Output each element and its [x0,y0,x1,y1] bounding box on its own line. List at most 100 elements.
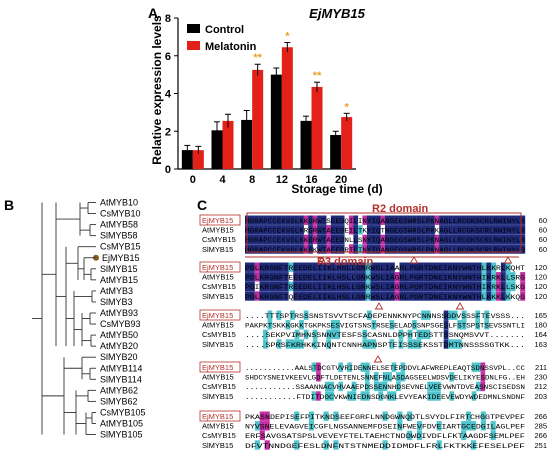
residue-cell [339,244,345,254]
residue-cell [421,234,426,245]
bar [270,74,282,169]
y-axis-label: Relative expression levels [150,15,164,165]
residue-cell [409,272,415,282]
residue-cell [298,281,304,292]
residue-cell [294,215,300,225]
residue-cell [269,262,275,272]
panel-label-b: B [4,197,14,213]
alignment-position: 212 [534,382,547,391]
residue-cell [259,421,265,431]
significance-label: ** [313,70,322,82]
residue-cell [433,291,439,301]
alignment-seq-name: CsMYB15 [202,282,236,291]
residue-cell [348,215,354,225]
residue-cell [470,244,476,254]
residue-cell [421,244,426,254]
alignment-position: 266 [534,412,547,421]
panel-label-a: A [148,5,158,21]
residue-cell [447,291,453,301]
alignment-highlight-box [199,214,241,226]
residue-cell [335,215,341,225]
residue-cell [475,310,481,320]
alignment-seq-name: AtMYB15 [202,422,234,431]
residue-cell [259,281,265,292]
residue-cell [452,234,458,245]
residue-cell [321,244,327,254]
residue-cell [281,215,286,225]
residue-cell [434,234,440,245]
residue-cell [312,291,318,301]
alignment-seq-name: EjMYB15 [202,363,233,372]
residue-cell [362,339,368,349]
residue-cell [520,215,526,225]
residue-cell [269,291,275,301]
residue-cell [326,234,332,245]
residue-cell [387,391,392,401]
residue-cell [299,225,304,235]
residue-cell [416,215,422,225]
residue-cell [245,291,251,301]
residue-cell [412,320,417,330]
residue-cell [511,215,517,225]
residue-cell [263,234,268,245]
residue-cell [389,339,395,349]
residue-cell [443,310,449,320]
residue-cell [431,381,437,392]
residue-cell [484,225,490,235]
residue-cell [283,272,289,282]
residue-cell [452,225,458,235]
residue-cell [439,234,444,245]
residue-cell [330,329,336,340]
residue-cell [389,215,395,225]
residue-cell [520,244,526,254]
residue-cell [330,320,336,330]
residue-cell [371,215,377,225]
residue-cell [476,272,482,282]
residue-cell [407,430,413,441]
residue-cell [425,244,431,254]
residue-cell [397,411,403,421]
residue-cell [467,272,473,282]
residue-cell [438,291,444,301]
alignment-sequence: ERFSAVGSATSPSLVEVEYFTELTAEHCTNDDWDIVDFLF… [245,433,525,440]
residue-cell [462,291,468,301]
residue-cell [341,262,347,272]
residue-cell [312,329,318,340]
residue-cell [471,362,477,372]
residue-cell [285,339,291,349]
tree-leaf-label: AtMYB50 [100,330,138,340]
residue-cell [356,291,362,301]
residue-cell [423,272,429,282]
residue-cell [278,281,284,292]
residue-cell [259,272,265,282]
residue-cell [360,281,366,292]
residue-cell [448,339,453,349]
residue-cell [290,225,295,235]
residue-cell [399,291,405,301]
residue-cell [303,234,309,245]
residue-cell [470,215,476,225]
residue-cell [425,329,431,340]
residue-cell [399,262,405,272]
residue-cell [396,372,401,382]
x-tick-label: 0 [190,174,196,186]
residue-cell [317,291,323,301]
residue-cell [380,272,386,282]
residue-cell [353,234,359,245]
residue-cell [365,281,371,292]
alignment-position: 163 [534,340,547,349]
residue-cell [267,310,273,320]
residue-cell [475,215,481,225]
residue-cell [484,320,490,330]
residue-cell [325,391,330,401]
residue-cell [285,244,291,254]
residue-cell [263,225,268,235]
residue-cell [447,281,453,292]
residue-cell [500,291,506,301]
residue-cell [502,244,508,254]
residue-cell [391,362,397,372]
residue-cell [249,225,255,235]
residue-cell [433,272,439,282]
bar [192,150,204,169]
